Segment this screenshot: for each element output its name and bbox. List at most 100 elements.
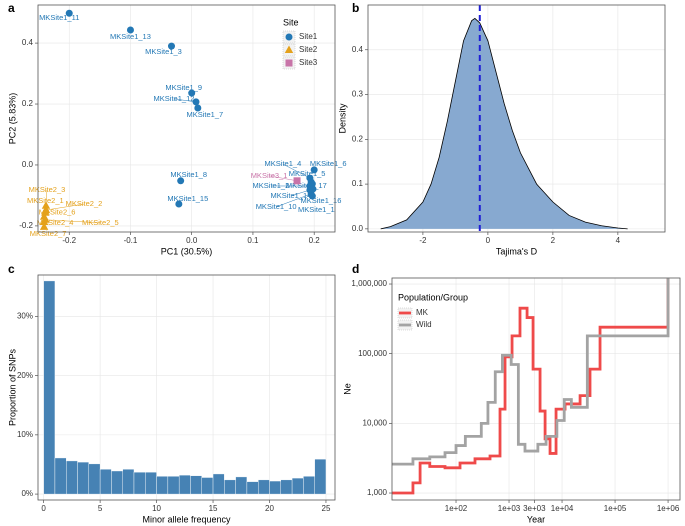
line — [392, 278, 670, 466]
x-axis-title: Minor allele frequency — [142, 514, 231, 524]
y-tick-label: 0% — [21, 489, 33, 498]
point-label: MKSite1_10 — [256, 202, 297, 211]
bar — [88, 463, 101, 495]
point — [192, 98, 200, 106]
label-connector — [45, 203, 84, 211]
x-tick-label: 25 — [322, 504, 331, 513]
x-tick-label: 0.0 — [186, 236, 198, 245]
point-label: MKSite1_5 — [289, 169, 326, 178]
x-tick-label: 1e+05 — [604, 504, 627, 513]
bar — [291, 477, 304, 495]
y-tick-label: 30% — [17, 312, 33, 321]
legend-label: Site2 — [299, 45, 318, 54]
y-tick-label: 1,000 — [367, 488, 388, 497]
point-label: MKSite1_7 — [186, 110, 223, 119]
point-label: MKSite1_2 — [253, 181, 290, 190]
bar — [303, 476, 315, 495]
legend-marker — [284, 45, 294, 53]
point-label: MKSite1_13 — [110, 32, 151, 41]
point-label: MKSite2_3 — [29, 185, 66, 194]
bar — [178, 474, 191, 495]
legend-title: Site — [283, 17, 299, 27]
point — [39, 222, 49, 230]
x-tick-label: 20 — [265, 504, 274, 513]
bar — [122, 469, 135, 495]
legend-label: Wild — [416, 320, 432, 329]
bar — [280, 479, 293, 495]
point-label: MKSite2_2 — [66, 199, 103, 208]
point — [65, 9, 73, 17]
point-label: MKSite1_17 — [286, 181, 327, 190]
bar — [235, 476, 248, 495]
panel-background — [392, 278, 680, 500]
panel-label: c — [8, 262, 15, 276]
bar — [156, 476, 169, 495]
legend-marker — [285, 59, 293, 67]
point-label: MKSite2_7 — [30, 229, 67, 238]
point-label: MKSite1_16 — [301, 196, 342, 205]
point — [308, 192, 316, 200]
point-label: MKSite1_9 — [165, 83, 202, 92]
label-connector — [282, 163, 311, 179]
x-tick-label: 1e+03 — [498, 504, 521, 513]
y-tick-label: 0.2 — [22, 99, 34, 108]
point-label: MKSite1_1 — [298, 205, 335, 214]
point — [41, 205, 51, 214]
y-axis-title: Ne — [342, 383, 352, 395]
bar — [190, 475, 202, 495]
bar — [201, 477, 214, 495]
y-tick-label: 100,000 — [358, 349, 387, 358]
legend-label: Site1 — [299, 32, 318, 41]
panel-label: d — [352, 262, 359, 276]
x-axis-title: Year — [527, 514, 545, 524]
panel-border — [37, 274, 336, 501]
point — [175, 200, 183, 208]
x-tick-label: 1e+02 — [445, 504, 468, 513]
x-tick-label: 3e+03 — [523, 504, 546, 513]
point-label: MKSite1_3 — [145, 47, 182, 56]
bar — [145, 471, 157, 495]
y-tick-label: 0.4 — [22, 38, 34, 47]
bar — [66, 460, 78, 495]
bar — [54, 457, 67, 495]
bar — [269, 480, 281, 495]
bar — [212, 473, 225, 495]
panel-border — [37, 4, 336, 233]
x-tick-label: 0.1 — [247, 236, 259, 245]
panel-label: b — [352, 1, 359, 15]
line — [392, 278, 670, 495]
point-label: MKSite1_12 — [154, 94, 195, 103]
x-tick-label: 4 — [616, 236, 621, 245]
panel-label: a — [8, 1, 15, 15]
y-tick-label: 0.4 — [352, 45, 364, 54]
bar — [314, 458, 327, 495]
bar — [246, 481, 259, 495]
point — [167, 42, 175, 50]
y-axis-title: Density — [337, 103, 347, 134]
legend-label: Site3 — [299, 58, 318, 67]
x-tick-label: 0.2 — [309, 236, 321, 245]
x-axis-title: Tajima's D — [496, 246, 538, 256]
label-connector — [45, 219, 101, 224]
point-label: MKSite2_6 — [39, 208, 76, 217]
panel: b -2 0 2 4 0.0 0.1 0.2 0.3 0.4 Tajima's D Density — [337, 1, 666, 256]
y-tick-label: 20% — [17, 371, 33, 380]
x-tick-label: -0.2 — [62, 236, 76, 245]
point — [177, 177, 185, 185]
x-tick-label: 10 — [152, 504, 161, 513]
point-label: MKSite2_5 — [82, 218, 119, 227]
y-tick-label: 0.3 — [352, 90, 364, 99]
label-connector — [268, 175, 298, 182]
y-axis-title: PC2 (5.83%) — [7, 93, 17, 145]
bar — [43, 280, 56, 495]
point-label: MKSite1_8 — [170, 170, 207, 179]
bar — [224, 479, 236, 495]
panel: a -0.2 -0.1 0.0 0.1 0.2 -0.2 0.0 0.2 0.4 PC1 (30.5… — [7, 1, 346, 256]
x-tick-label: 0 — [486, 236, 491, 245]
bar — [133, 471, 146, 495]
point-label: MKSite1_14 — [270, 191, 311, 200]
bar — [167, 476, 180, 495]
y-tick-label: 10,000 — [363, 418, 388, 427]
x-tick-label: -0.1 — [124, 236, 138, 245]
